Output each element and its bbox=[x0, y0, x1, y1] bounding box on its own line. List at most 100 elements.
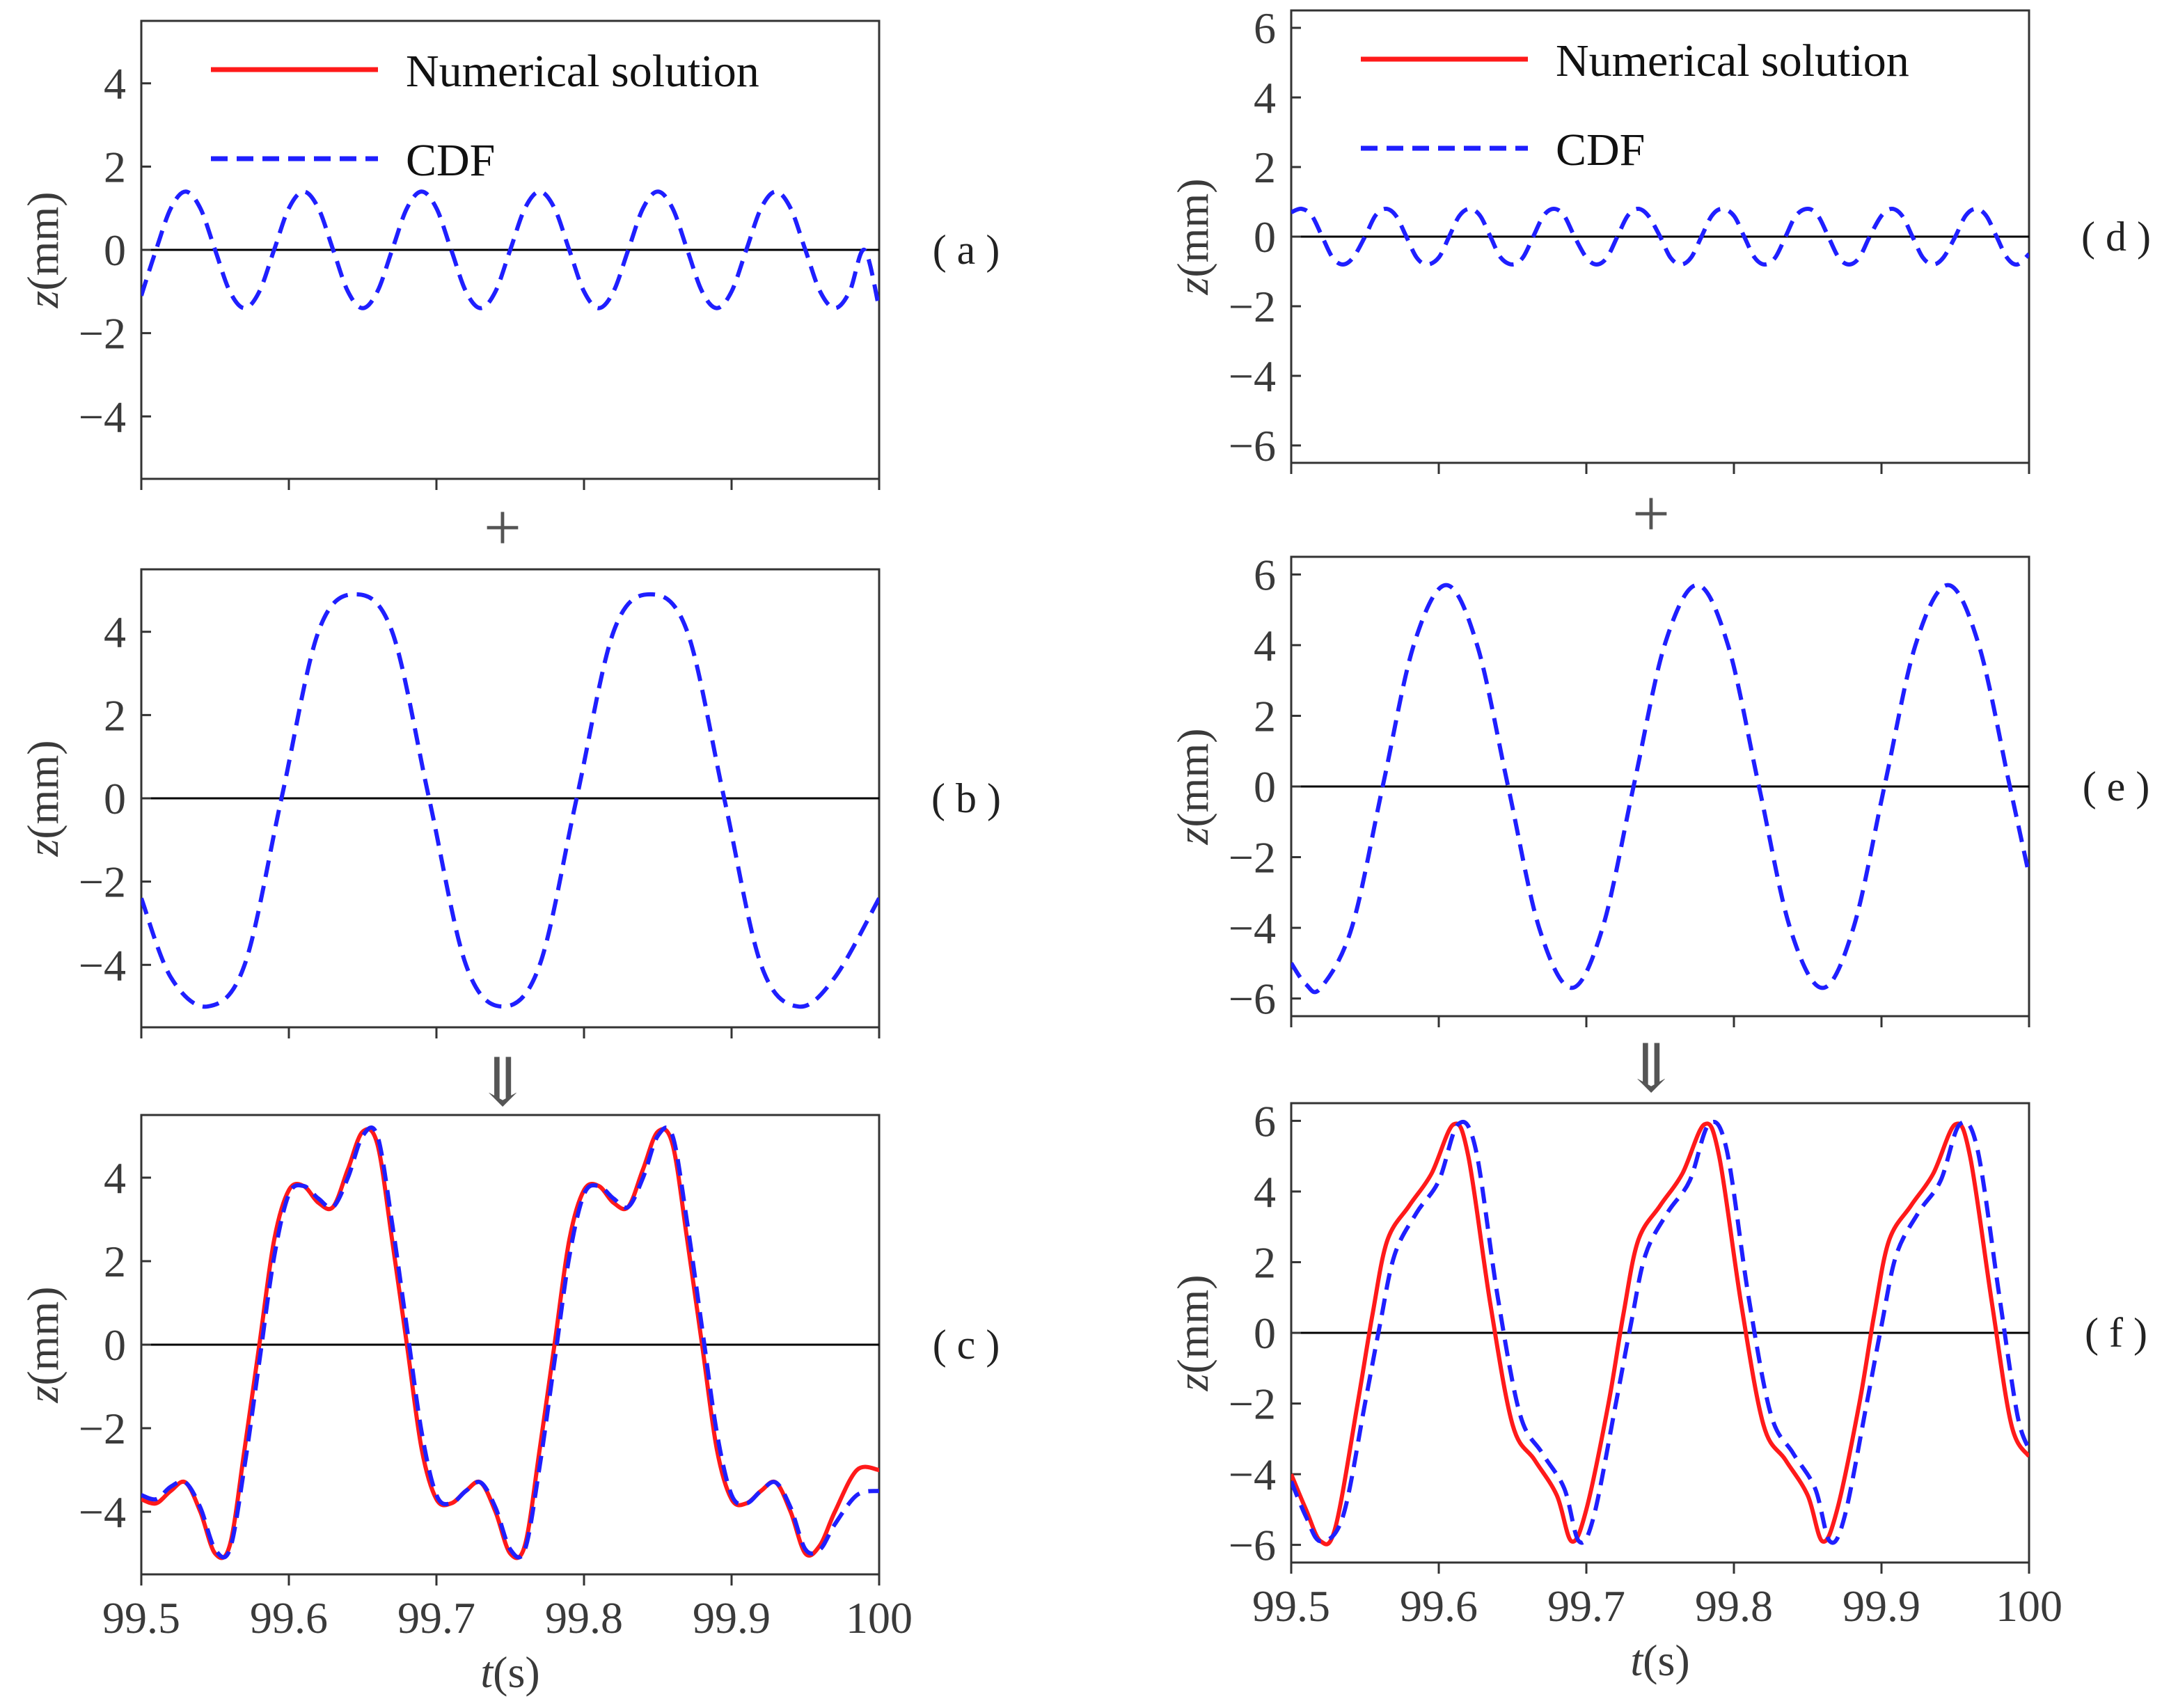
ytick-label-b-2: 0 bbox=[104, 774, 126, 823]
y-axis-unit-b: (mm) bbox=[18, 740, 68, 839]
series-group-c bbox=[141, 1125, 879, 1560]
arrow-connector-left: ⇓ bbox=[475, 1045, 530, 1120]
panel-label-b: ( b ) bbox=[931, 775, 1001, 821]
y-axis-label-d: z(mm) bbox=[1168, 178, 1217, 295]
ytick-label-b-3: −2 bbox=[79, 857, 126, 907]
ytick-label-c-0: 4 bbox=[104, 1153, 126, 1203]
ytick-label-e-6: −6 bbox=[1229, 974, 1276, 1024]
series-line-c-cdf bbox=[141, 1125, 879, 1560]
ytick-label-e-5: −4 bbox=[1229, 903, 1276, 953]
y-axis-var-c: z bbox=[18, 1386, 68, 1404]
x-axis-unit-c: (s) bbox=[493, 1647, 540, 1697]
series-group-a bbox=[141, 189, 879, 310]
legend-label-cdf-d: CDF bbox=[1556, 125, 1645, 175]
series-line-a-cdf bbox=[141, 189, 879, 310]
xtick-label-f-0: 99.5 bbox=[1252, 1581, 1330, 1631]
y-axis-label-b: z(mm) bbox=[18, 740, 68, 857]
arrow-connector-right: ⇓ bbox=[1623, 1031, 1679, 1106]
plus-connector-left: + bbox=[484, 490, 521, 564]
y-axis-unit-a: (mm) bbox=[18, 191, 68, 290]
xtick-label-c-0: 99.5 bbox=[102, 1593, 180, 1643]
ytick-label-d-5: −4 bbox=[1229, 351, 1276, 401]
series-line-f-cdf bbox=[1291, 1119, 2029, 1545]
y-axis-unit-c: (mm) bbox=[18, 1286, 68, 1385]
ytick-label-d-3: 0 bbox=[1254, 212, 1276, 262]
ytick-label-f-1: 4 bbox=[1254, 1167, 1276, 1217]
xtick-label-f-2: 99.7 bbox=[1547, 1581, 1625, 1631]
y-axis-label-e: z(mm) bbox=[1168, 728, 1217, 845]
y-axis-unit-e: (mm) bbox=[1168, 728, 1217, 827]
ytick-label-d-2: 2 bbox=[1254, 143, 1276, 192]
panel-c: 420−2−499.5 99.6 99.7 99.8 99.9 100z(mm)t(s)(… bbox=[18, 1114, 1000, 1697]
xtick-label-f-4: 99.9 bbox=[1843, 1581, 1920, 1631]
y-axis-unit-d: (mm) bbox=[1168, 178, 1217, 277]
plots-layer: 420−2−4z(mm)( a )Numerical solutionCDF42… bbox=[18, 3, 2151, 1697]
xtick-label-f-1: 99.6 bbox=[1400, 1581, 1478, 1631]
y-axis-label-a: z(mm) bbox=[18, 191, 68, 308]
y-axis-var-a: z bbox=[18, 291, 68, 309]
x-axis-var-f: t bbox=[1630, 1636, 1644, 1685]
legend-label-numerical-a: Numerical solution bbox=[406, 46, 759, 97]
xtick-label-c-4: 99.9 bbox=[693, 1593, 771, 1643]
series-line-e-cdf bbox=[1291, 583, 2029, 995]
ytick-label-e-1: 4 bbox=[1254, 621, 1276, 670]
y-axis-label-f: z(mm) bbox=[1168, 1274, 1217, 1391]
legend-label-cdf-a: CDF bbox=[406, 135, 495, 186]
xtick-label-c-2: 99.7 bbox=[397, 1593, 475, 1643]
legend-label-numerical-d: Numerical solution bbox=[1556, 35, 1909, 86]
ytick-label-f-5: −4 bbox=[1229, 1450, 1276, 1499]
y-axis-var-b: z bbox=[18, 839, 68, 857]
y-axis-var-e: z bbox=[1168, 828, 1217, 846]
xtick-label-c-1: 99.6 bbox=[250, 1593, 328, 1643]
ytick-label-c-1: 2 bbox=[104, 1237, 126, 1286]
series-group-d bbox=[1291, 206, 2029, 267]
series-group-b bbox=[141, 592, 879, 1009]
ytick-label-f-0: 6 bbox=[1254, 1096, 1276, 1146]
x-axis-label-f: t(s) bbox=[1630, 1636, 1689, 1685]
ytick-label-b-4: −4 bbox=[79, 940, 126, 990]
y-axis-var-f: z bbox=[1168, 1374, 1217, 1392]
xtick-label-c-5: 100 bbox=[846, 1593, 913, 1643]
ytick-label-d-0: 6 bbox=[1254, 3, 1276, 53]
ytick-label-a-4: −4 bbox=[79, 392, 126, 441]
series-group-e bbox=[1291, 583, 2029, 995]
ytick-label-d-6: −6 bbox=[1229, 421, 1276, 471]
plus-connector-right: + bbox=[1632, 476, 1670, 551]
xtick-label-f-5: 100 bbox=[1996, 1581, 2062, 1631]
ytick-label-b-0: 4 bbox=[104, 608, 126, 657]
x-axis-label-c: t(s) bbox=[480, 1647, 539, 1697]
panel-d: 6 4 2 0 −2 −4 −6 z(mm) ( d ) Numerical solution CD… bbox=[1168, 3, 2151, 474]
ytick-label-e-0: 6 bbox=[1254, 550, 1276, 599]
y-axis-label-c: z(mm) bbox=[18, 1286, 68, 1403]
panel-label-e: ( e ) bbox=[2083, 764, 2150, 809]
xtick-label-f-3: 99.8 bbox=[1695, 1581, 1773, 1631]
panel-b: 4 2 0 −2 −4 z(mm) ( b ) bbox=[18, 568, 1001, 1038]
ytick-label-c-2: 0 bbox=[104, 1320, 126, 1370]
series-group-f bbox=[1291, 1119, 2029, 1547]
ytick-label-a-0: 4 bbox=[104, 59, 126, 109]
panel-label-d: ( d ) bbox=[2081, 214, 2151, 260]
ytick-label-e-2: 2 bbox=[1254, 691, 1276, 741]
ytick-label-b-1: 2 bbox=[104, 690, 126, 740]
ytick-label-e-3: 0 bbox=[1254, 762, 1276, 812]
series-line-f-numerical bbox=[1291, 1121, 2029, 1547]
ytick-label-f-6: −6 bbox=[1229, 1521, 1276, 1570]
panel-a: 4 2 0 −2 −4 z(mm) ( a ) Numerical solution CDF bbox=[18, 19, 1000, 490]
ytick-label-c-3: −2 bbox=[79, 1404, 126, 1453]
panel-label-f: ( f ) bbox=[2085, 1310, 2147, 1356]
x-axis-unit-f: (s) bbox=[1643, 1636, 1690, 1685]
ytick-label-a-1: 2 bbox=[104, 142, 126, 191]
legend-d: Numerical solution CDF bbox=[1361, 35, 1909, 175]
ytick-label-d-4: −2 bbox=[1229, 282, 1276, 331]
ytick-label-a-3: −2 bbox=[79, 309, 126, 358]
panel-label-a: ( a ) bbox=[933, 227, 1000, 273]
series-line-d-cdf bbox=[1291, 206, 2029, 267]
ytick-label-f-3: 0 bbox=[1254, 1308, 1276, 1358]
series-line-b-cdf bbox=[141, 592, 879, 1009]
ytick-label-f-2: 2 bbox=[1254, 1237, 1276, 1287]
x-axis-var-c: t bbox=[480, 1647, 494, 1697]
ytick-label-f-4: −2 bbox=[1229, 1379, 1276, 1429]
